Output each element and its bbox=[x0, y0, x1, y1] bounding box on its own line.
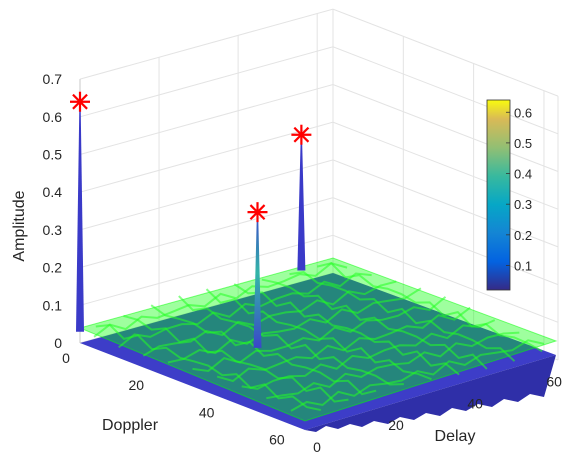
doppler-tick-label: 40 bbox=[199, 404, 215, 420]
delay-axis-ticks: 0 20 40 60 bbox=[313, 373, 562, 455]
peak-marker bbox=[291, 124, 312, 145]
peak-stem bbox=[76, 101, 84, 332]
delay-tick-label: 0 bbox=[313, 439, 321, 453]
colorbar-ticks: 0.1 0.2 0.3 0.4 0.5 0.6 bbox=[506, 105, 532, 273]
peak-stem bbox=[253, 212, 262, 348]
z-axis-label: Amplitude bbox=[11, 190, 28, 261]
doppler-axis-label: Doppler bbox=[102, 417, 159, 434]
grid-line bbox=[79, 83, 559, 172]
mesh-line bbox=[216, 306, 471, 383]
doppler-tick-label: 60 bbox=[269, 432, 285, 448]
colorbar-tick-label: 0.4 bbox=[514, 167, 532, 182]
z-tick-label: 0.7 bbox=[43, 71, 63, 87]
z-tick-label: 0.6 bbox=[43, 109, 63, 125]
doppler-tick-label: 0 bbox=[62, 350, 70, 366]
mesh-line bbox=[233, 283, 460, 376]
mesh-line bbox=[290, 339, 545, 412]
mesh-line bbox=[178, 295, 404, 386]
delay-tick-label: 20 bbox=[388, 417, 404, 433]
mesh-line bbox=[289, 271, 516, 362]
colorbar-tick-label: 0.5 bbox=[514, 136, 532, 151]
colorbar-tick-label: 0.6 bbox=[514, 105, 532, 120]
peak-marker bbox=[247, 202, 268, 223]
peak-marker bbox=[70, 91, 90, 112]
mesh-line bbox=[118, 272, 372, 349]
delay-axis-label: Delay bbox=[435, 428, 476, 445]
mesh-line bbox=[150, 304, 377, 396]
grid-line bbox=[79, 121, 559, 210]
z-tick-label: 0.3 bbox=[43, 222, 63, 238]
colorbar-gradient bbox=[486, 99, 511, 291]
mesh-line bbox=[93, 262, 348, 338]
z-axis-ticks: 0 0.1 0.2 0.3 0.4 0.5 0.6 0.7 bbox=[43, 71, 63, 351]
base-surface bbox=[80, 273, 556, 430]
delay-tick-label: 40 bbox=[467, 395, 483, 411]
base-surface-noise bbox=[305, 355, 556, 432]
doppler-tick-label: 20 bbox=[129, 377, 145, 393]
z-tick-label: 0.1 bbox=[43, 297, 63, 313]
grid-line bbox=[79, 8, 559, 97]
peak-stems bbox=[70, 91, 312, 348]
z-tick-label: 0.4 bbox=[43, 184, 63, 200]
peak-stem bbox=[297, 134, 306, 271]
z-tick-label: 0 bbox=[54, 335, 62, 351]
green-surface-mesh bbox=[93, 262, 545, 412]
doppler-axis-ticks: 0 20 40 60 bbox=[62, 350, 285, 448]
colorbar-tick-label: 0.1 bbox=[514, 258, 532, 273]
grid-lines bbox=[79, 8, 559, 361]
delay-tick-label: 60 bbox=[546, 373, 562, 389]
z-tick-label: 0.5 bbox=[43, 147, 63, 163]
z-tick-label: 0.2 bbox=[43, 260, 63, 276]
colorbar-tick-label: 0.3 bbox=[514, 197, 532, 212]
mesh-line bbox=[192, 296, 447, 372]
colorbar-tick-label: 0.2 bbox=[514, 228, 532, 243]
grid-line bbox=[79, 46, 559, 135]
mesh-line bbox=[316, 262, 543, 353]
colorbar: 0.1 0.2 0.3 0.4 0.5 0.6 bbox=[486, 99, 532, 291]
grid-line bbox=[79, 159, 559, 248]
